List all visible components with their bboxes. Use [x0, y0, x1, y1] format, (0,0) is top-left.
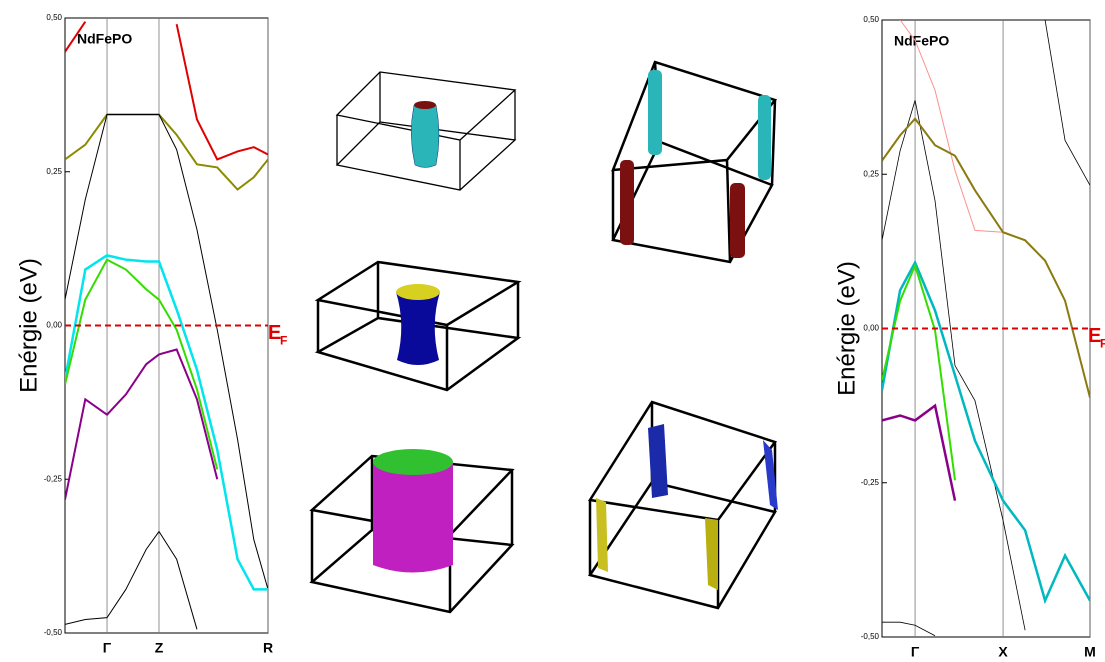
fermi-sheet	[411, 104, 440, 168]
band-line	[65, 348, 219, 500]
brillouin-box	[611, 60, 778, 264]
fermi-sheet-top	[414, 101, 436, 109]
band-line	[882, 259, 1090, 605]
y-tick-label: 0,25	[863, 169, 879, 178]
fermi-sheet	[705, 518, 718, 590]
y-tick-label: -0,50	[861, 632, 880, 641]
band-line	[882, 403, 957, 501]
y-axis-title: Enérgie (eV)	[833, 261, 860, 396]
x-tick-label: M	[1084, 644, 1096, 660]
band-line	[1044, 20, 1090, 186]
band-line	[882, 100, 1026, 631]
y-axis-title: Enérgie (eV)	[15, 258, 42, 393]
x-tick-label: X	[998, 644, 1008, 660]
fermi-sheet	[620, 160, 634, 245]
band-line	[65, 254, 268, 591]
brillouin-box	[587, 400, 778, 610]
fermi-sheet	[596, 498, 608, 572]
fermi-sheet	[396, 292, 440, 365]
band-line	[882, 621, 936, 637]
brillouin-box	[335, 71, 517, 191]
y-tick-label: -0,50	[44, 628, 63, 637]
fermi-label: E	[268, 322, 281, 344]
y-tick-label: 0,00	[46, 321, 62, 330]
y-tick-label: 0,00	[863, 324, 879, 333]
band-line	[899, 20, 1004, 233]
x-tick-label: Γ	[911, 644, 920, 660]
chart-title: NdFePO	[77, 31, 132, 47]
x-tick-label: Γ	[103, 640, 112, 656]
fermi-sheet	[763, 440, 778, 510]
y-tick-label: -0,25	[861, 478, 880, 487]
fermi-sheet	[758, 95, 771, 180]
y-tick-label: -0,25	[44, 474, 63, 483]
band-line	[65, 530, 198, 630]
x-tick-label: R	[263, 640, 273, 656]
chart-title: NdFePO	[894, 33, 949, 49]
band-line	[882, 262, 956, 481]
brillouin-box	[309, 454, 515, 614]
brillouin-box	[314, 260, 522, 392]
fermi-sheet	[730, 183, 745, 258]
band-line	[65, 258, 219, 470]
fermi-label-sub: F	[280, 334, 287, 348]
fermi-label: E	[1088, 325, 1101, 347]
y-tick-label: 0,50	[863, 15, 879, 24]
fermi-sheet-top	[373, 449, 453, 475]
band-line	[65, 113, 268, 191]
fermi-surfaces	[309, 60, 778, 614]
fermi-sheet	[648, 424, 668, 498]
y-tick-label: 0,25	[46, 167, 62, 176]
band-line	[65, 114, 268, 590]
fermi-label-sub: F	[1100, 337, 1105, 351]
band-line	[882, 117, 1090, 398]
band-line	[65, 21, 268, 161]
fermi-sheet	[373, 462, 453, 573]
fermi-sheet	[648, 70, 662, 155]
fermi-sheet-top	[396, 284, 440, 300]
y-tick-label: 0,50	[46, 13, 62, 22]
x-tick-label: Z	[155, 640, 164, 656]
